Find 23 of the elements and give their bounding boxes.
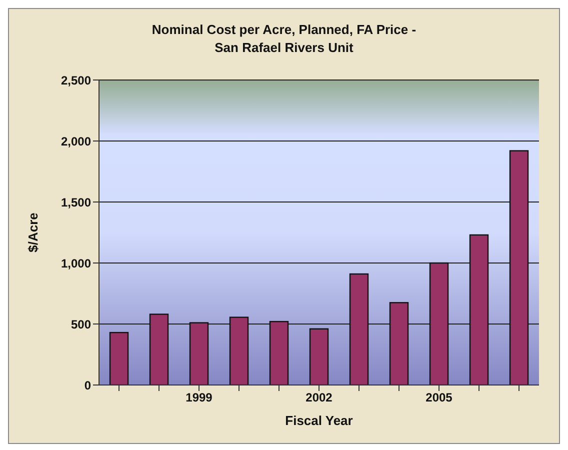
bar bbox=[269, 320, 289, 385]
bar bbox=[149, 314, 169, 385]
x-axis-title: Fiscal Year bbox=[285, 413, 353, 428]
bar bbox=[189, 322, 209, 385]
bar bbox=[309, 328, 329, 385]
bar bbox=[469, 234, 489, 385]
x-tick-label: 2002 bbox=[306, 390, 333, 405]
chart-title: Nominal Cost per Acre, Planned, FA Price - San Rafael Rivers Unit bbox=[150, 21, 418, 57]
y-tick-label: 0 bbox=[84, 378, 92, 392]
y-axis-title: $/Acre bbox=[26, 212, 41, 252]
x-tick-label: 2005 bbox=[426, 390, 453, 405]
y-tick-label: 1,000 bbox=[60, 256, 92, 270]
x-tick-label: 1999 bbox=[186, 390, 213, 405]
bar bbox=[349, 273, 369, 385]
bar bbox=[389, 302, 409, 385]
bar bbox=[429, 262, 449, 385]
y-tick-label: 1,500 bbox=[60, 195, 92, 210]
bar bbox=[109, 332, 129, 385]
bar bbox=[229, 316, 249, 385]
y-tick-label: 2,000 bbox=[60, 134, 92, 148]
y-tick-label: 500 bbox=[70, 317, 92, 332]
bar bbox=[509, 150, 529, 385]
y-tick-label: 2,500 bbox=[60, 73, 92, 88]
